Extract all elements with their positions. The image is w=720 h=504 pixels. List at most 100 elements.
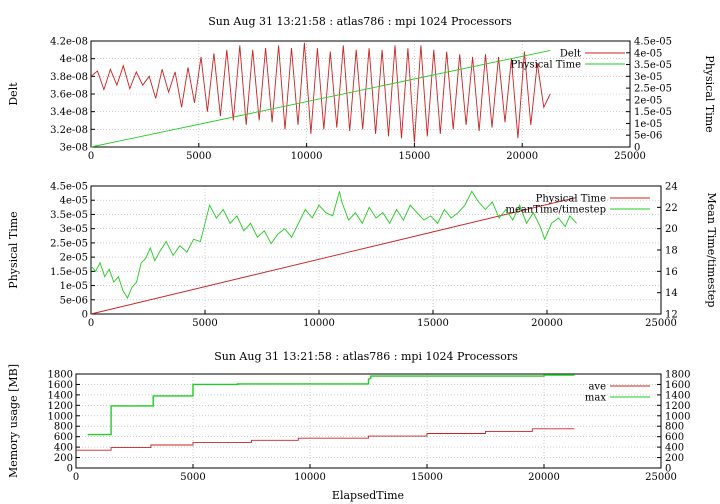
panel-1-ytick-label: 4e-08 [60,54,88,65]
panel-1-y2tick-label: 2e-05 [634,95,662,106]
panel-1-xtick-label: 5000 [186,151,211,162]
panel-2-y2label: Mean Time/timestep [705,193,718,308]
panel-3-legend-label: ave [588,382,606,393]
panel-3-y2tick-label: 0 [665,464,671,475]
panel-2-y2tick-label: 22 [665,203,678,214]
panel-2-xtick-label: 25000 [645,318,677,329]
panel-2-y2tick-label: 16 [665,267,678,278]
panel-1-y2tick-label: 1.5e-05 [634,107,672,118]
panel-2-ytick-label: 1e-05 [60,281,88,292]
panel-2-xtick-label: 0 [88,318,94,329]
panel-1-xtick-label: 25000 [614,151,646,162]
panel-1-ytick-label: 3.8e-08 [50,72,88,83]
panel-1-xtick-label: 20000 [506,151,538,162]
panel-3-xtick-label: 5000 [180,472,205,483]
panel-3-ytick-label: 400 [54,443,73,454]
panel-2-y2tick-label: 18 [665,246,678,257]
panel-2-ytick-label: 2e-05 [60,253,88,264]
panel-2-ytick-label: 4e-05 [60,196,88,207]
panel-1-xtick-label: 10000 [291,151,323,162]
panel-3-ytick-label: 1000 [48,411,73,422]
panel-1-y2tick-label: 2.5e-05 [634,84,672,95]
panel-2-ytick-label: 4.5e-05 [50,182,88,193]
panel-1-ytick-label: 3.6e-08 [50,90,88,101]
panel-2-legend-label: Physical Time [536,194,606,205]
panel-3-xtick-label: 25000 [645,472,677,483]
panel-1-ytick-label: 4.2e-08 [50,37,88,48]
panel-1-xtick-label: 15000 [398,151,430,162]
panel-1-y2tick-label: 3.5e-05 [634,60,672,71]
panel-1-ytick-label: 3.4e-08 [50,107,88,118]
panel-2-ytick-label: 2.5e-05 [50,238,88,249]
panel-1-series-physical-time [90,49,551,148]
panel-1-title: Sun Aug 31 13:21:58 : atlas786 : mpi 102… [208,15,512,28]
panel-2-xtick-label: 5000 [192,318,217,329]
panel-3-y2tick-label: 1800 [665,370,690,381]
panel-2: 0 5000 10000 15000 20000 25000 0 5e-06 1e-05 1.5e… [7,182,718,330]
panel-3-grid [76,374,661,468]
panel-3-y2tick-label: 400 [665,443,684,454]
panel-3-ytick-label: 200 [54,453,73,464]
panel-1-ylabel: Delt [7,82,20,106]
panel-3-marks: 0 5000 10000 15000 20000 25000020040060080010… [48,370,691,484]
panel-3-y2tick-label: 1000 [665,411,690,422]
panel-3-ytick-label: 600 [54,432,73,443]
panel-1-frame [90,40,631,148]
panel-1-legend-label: Physical Time [511,60,581,71]
panel-3-y2tick-label: 200 [665,453,684,464]
panel-2-ytick-label: 0 [82,310,88,321]
panel-2-ytick-label: 1.5e-05 [50,267,88,278]
panel-2-y2tick-label: 14 [665,288,678,299]
panel-2-y2tick-label: 20 [665,224,678,235]
panel-1-y2label: Physical Time [703,55,716,132]
panel-3-ytick-label: 1600 [48,380,73,391]
panel-3-xtick-label: 20000 [528,472,560,483]
panel-3-frame [75,373,662,469]
panel-1-ytick-label: 3e-08 [60,143,88,154]
panel-1-y2tick-label: 1e-05 [634,119,662,130]
panel-1-y2tick-label: 0 [634,143,640,154]
panel-3-y2tick-label: 600 [665,432,684,443]
panel-1-marks: 0 5000 10000 15000 20000 25000 3e-08 3.2e-08 3.4… [50,37,672,163]
panel-2-xtick-label: 10000 [303,318,335,329]
panel-1-y2tick-label: 5e-06 [634,131,662,142]
panel-2-series-meantime-timestep [90,190,577,299]
panel-3-ytick-label: 800 [54,422,73,433]
panel-1: Sun Aug 31 13:21:58 : atlas786 : mpi 102… [7,15,716,162]
panel-3-series-ave [76,428,575,451]
panel-1-y2tick-label: 3e-05 [634,72,662,83]
panel-3-ylabel: Memory usage [MB] [7,364,20,478]
panel-3-ytick-label: 0 [67,464,73,475]
panel-3: Sun Aug 31 13:21:58 : atlas786 : mpi 102… [7,350,690,502]
panel-1-ytick-label: 3.2e-08 [50,125,88,136]
panel-2-y2tick-label: 24 [665,182,678,193]
panel-3-y2tick-label: 1200 [665,401,690,412]
panel-2-y2tick-label: 12 [665,310,678,321]
panel-3-y2tick-label: 800 [665,422,684,433]
panel-1-series-delt [90,42,551,143]
panel-2-ytick-label: 3e-05 [60,224,88,235]
panel-2-ylabel: Physical Time [7,211,20,288]
panel-1-legend-label: Delt [560,49,581,60]
panel-2-ytick-label: 3.5e-05 [50,210,88,221]
panel-1-grid [91,41,630,147]
panel-2-ytick-label: 5e-06 [60,295,88,306]
panel-3-xlabel: ElapsedTime [332,489,404,502]
panel-2-xtick-label: 20000 [531,318,563,329]
panel-3-series-max [87,374,575,436]
panel-2-series-physical-time [90,196,577,315]
panel-1-xtick-label: 0 [88,151,94,162]
panel-2-xtick-label: 15000 [417,318,449,329]
panel-3-ytick-label: 1400 [48,390,73,401]
panel-3-ytick-label: 1200 [48,401,73,412]
panel-1-y2tick-label: 4.5e-05 [634,37,672,48]
panel-3-title: Sun Aug 31 13:21:58 : atlas786 : mpi 102… [214,350,518,363]
panel-3-y2tick-label: 1400 [665,390,690,401]
panel-1-y2tick-label: 4e-05 [634,48,662,59]
panel-3-y2tick-label: 1600 [665,380,690,391]
panel-3-legend-label: max [585,393,606,404]
panel-3-xtick-label: 10000 [294,472,326,483]
panel-3-ytick-label: 1800 [48,370,73,381]
panel-2-marks: 0 5000 10000 15000 20000 25000 0 5e-06 1e-05 1.5e… [50,182,678,330]
